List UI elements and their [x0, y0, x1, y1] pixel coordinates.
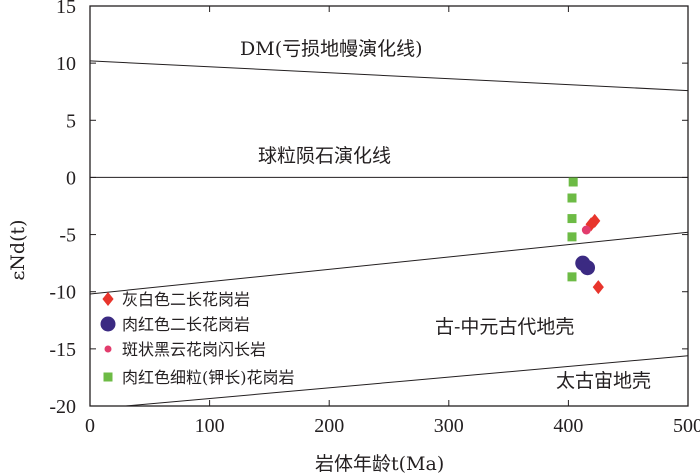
y-tick-label: 15: [56, 0, 76, 18]
data-point-series-1: [580, 260, 596, 276]
x-tick-label: 300: [434, 415, 464, 437]
legend-label-porphyritic-granodiorite: 斑状黑云花岗闪长岩: [122, 340, 266, 359]
data-point-series-3: [567, 272, 577, 282]
reference-line-3: [125, 355, 689, 407]
data-point-series-3: [567, 193, 577, 203]
data-point-series-3: [567, 232, 577, 242]
y-tick-label: -20: [49, 396, 76, 418]
data-point-series-3: [568, 177, 578, 187]
data-points: [567, 177, 604, 295]
chondrite-line-label: 球粒陨石演化线: [258, 145, 391, 167]
x-tick-label: 400: [553, 415, 583, 437]
legend: 灰白色二长花岗岩 肉红色二长花岗岩 斑状黑云花岗闪长岩 肉红色细粒(钾长)花岗岩: [100, 290, 295, 387]
y-tick-label: 0: [66, 167, 76, 189]
x-tick-label: 500: [673, 415, 700, 437]
reference-line-0: [89, 60, 689, 92]
axis-ticks: 0 100 200 300 400 500 15 10 5 0 -5 -10 -15 -20: [49, 0, 700, 437]
legend-marker: [103, 372, 113, 382]
y-tick-label: 5: [66, 110, 76, 132]
plot-frame: [89, 5, 689, 407]
dm-line-label: DM(亏损地幔演化线): [240, 38, 423, 60]
x-tick-label: 100: [195, 415, 225, 437]
reference-lines: [89, 60, 689, 407]
legend-label-pink-monzogranite: 肉红色二长花岗岩: [122, 315, 250, 334]
y-tick-label: -5: [59, 225, 76, 247]
y-tick-label: -10: [49, 282, 76, 304]
data-point-series-3: [567, 214, 577, 224]
plot-border: [89, 5, 689, 407]
x-tick-label: 200: [314, 415, 344, 437]
data-point-series-2: [581, 225, 591, 235]
region-label-proterozoic-crust: 古-中元古代地壳: [435, 316, 574, 338]
legend-label-grey-monzogranite: 灰白色二长花岗岩: [122, 290, 250, 309]
y-tick-label: 10: [56, 53, 76, 75]
x-tick-label: 0: [85, 415, 95, 437]
data-point-series-0: [585, 217, 597, 232]
reference-line-2: [89, 231, 689, 295]
region-label-archean-crust: 太古宙地壳: [556, 370, 651, 392]
y-tick-label: -15: [49, 339, 76, 361]
legend-marker: [100, 316, 116, 332]
y-axis-label: εNd(t): [7, 219, 29, 280]
legend-marker: [102, 292, 114, 306]
legend-marker: [104, 345, 112, 353]
x-axis-label: 岩体年龄t(Ma): [315, 453, 444, 475]
data-point-series-0: [592, 280, 604, 295]
legend-label-pink-fine-granite: 肉红色细粒(钾长)花岗岩: [122, 368, 295, 387]
